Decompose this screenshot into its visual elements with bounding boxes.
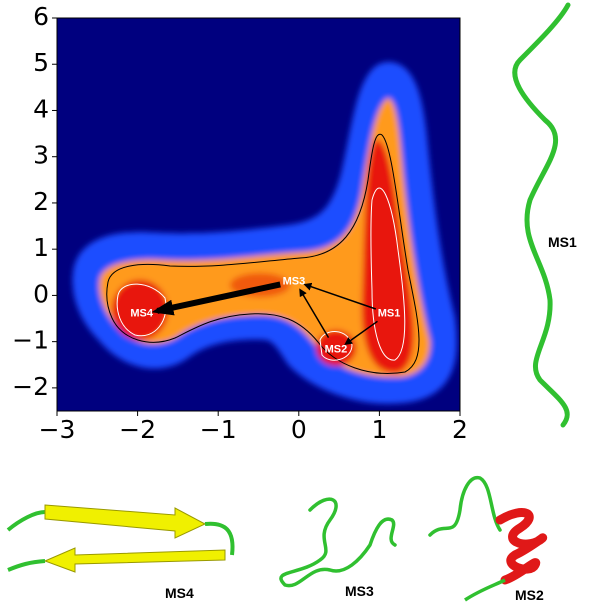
state-label: MS1: [378, 307, 401, 319]
contour-line: [116, 283, 167, 337]
transition-arrow: [299, 288, 330, 338]
backbone: [279, 497, 397, 588]
beta-strand: [44, 504, 207, 539]
y-tick-label: −1: [12, 326, 49, 355]
contour-line: [106, 133, 420, 374]
x-tick-label: −3: [39, 415, 76, 444]
structure-label: MS3: [345, 583, 374, 599]
backbone: [512, 2, 571, 428]
y-tick-label: 6: [33, 2, 49, 31]
backbone: [428, 475, 502, 537]
y-tick-label: 0: [33, 279, 49, 308]
structure-ms4: MS4: [6, 504, 235, 601]
y-tick-label: 4: [33, 94, 49, 123]
backbone: [7, 559, 46, 572]
core-arm: [361, 139, 414, 373]
structure-label: MS2: [515, 587, 544, 602]
backbone: [6, 510, 46, 532]
structure-label: MS1: [548, 234, 577, 250]
density-map: [57, 18, 460, 411]
y-tick-label: 1: [33, 233, 49, 262]
contour-line: [370, 187, 406, 361]
x-tick-label: 0: [291, 415, 307, 444]
transition-arrow: [303, 282, 377, 310]
x-tick-label: −1: [200, 415, 237, 444]
y-tick-label: 3: [33, 141, 49, 170]
axes: −3 −2 −1 0 1 2 −2 −1 0 1 2 3 4 5 6: [12, 2, 468, 444]
contours: [106, 133, 420, 374]
beta-strand: [43, 547, 226, 573]
transition-arrow: [344, 320, 378, 346]
backbone: [204, 521, 235, 556]
y-tick-label: 5: [33, 48, 49, 77]
structure-ms1: MS1: [512, 2, 577, 428]
plot-frame: [56, 17, 461, 412]
transitions: MS1 MS2 MS3 MS4: [130, 275, 400, 355]
transition-arrow: [151, 281, 281, 316]
x-tick-label: −2: [119, 415, 156, 444]
x-tick-label: 1: [371, 415, 387, 444]
backbone: [464, 578, 506, 602]
core-left: [112, 280, 168, 340]
helix: [495, 508, 547, 585]
y-tick-label: −2: [12, 372, 49, 401]
structure-ms2: MS2: [428, 475, 547, 602]
structure-label: MS4: [165, 585, 194, 601]
x-tick-label: 2: [452, 415, 468, 444]
state-label: MS4: [130, 307, 154, 319]
state-label: MS3: [283, 275, 306, 287]
y-tick-label: 2: [33, 187, 49, 216]
structure-ms3: MS3: [279, 497, 397, 599]
state-label: MS2: [325, 343, 348, 355]
